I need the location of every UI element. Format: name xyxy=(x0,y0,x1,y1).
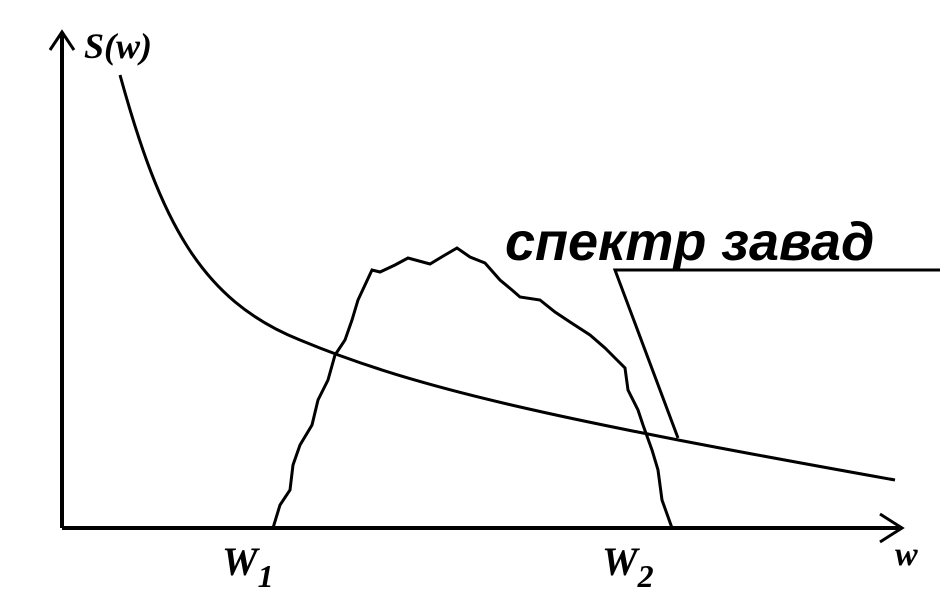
marker-w1: W1 xyxy=(222,539,274,594)
marker-subscript: 2 xyxy=(637,558,654,594)
marker-w2: W2 xyxy=(602,539,654,594)
noise-curve xyxy=(118,74,896,482)
y-arrow xyxy=(48,29,76,51)
annotation-leader xyxy=(612,268,940,439)
x-arrow xyxy=(879,512,905,544)
annotation: спектр завад xyxy=(505,212,874,272)
marker-label: W xyxy=(602,539,640,584)
signal-spectrum xyxy=(271,246,674,529)
x-label: w xyxy=(895,536,918,573)
marker-subscript: 1 xyxy=(258,558,274,594)
marker-label: W xyxy=(222,539,260,584)
y-label: S(w) xyxy=(84,26,152,66)
